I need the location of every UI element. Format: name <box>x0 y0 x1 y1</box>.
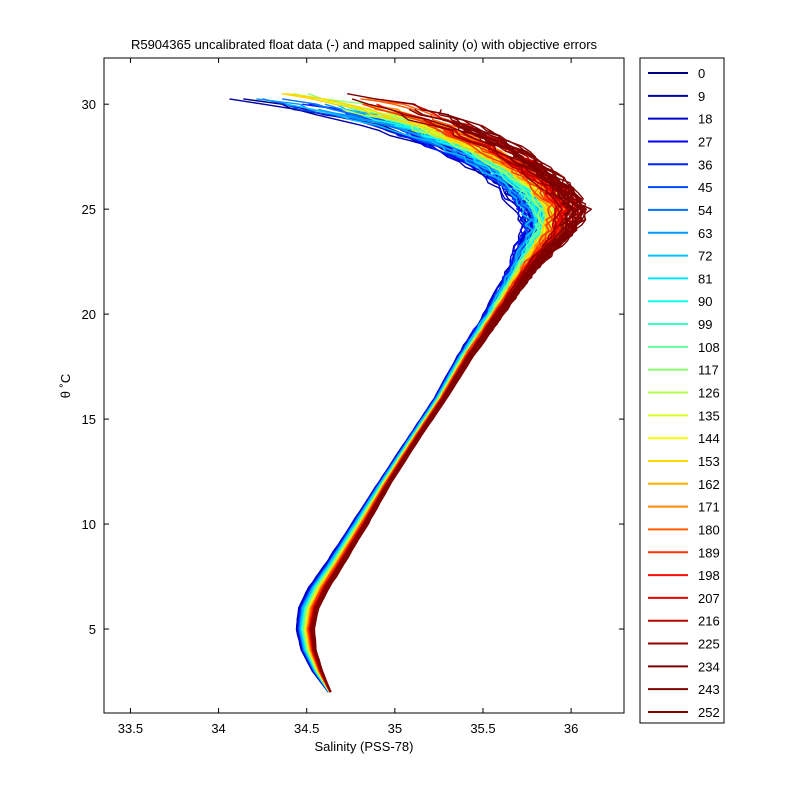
y-tick-label: 15 <box>82 412 96 427</box>
profile-line <box>297 140 526 693</box>
legend-label: 198 <box>698 568 720 583</box>
legend-label: 135 <box>698 408 720 423</box>
profile-line <box>296 119 538 693</box>
x-axis: 33.5 34 34.5 35 35.5 36 <box>118 58 578 736</box>
legend-label: 162 <box>698 477 720 492</box>
profile-line <box>229 98 524 693</box>
profile-line <box>296 145 537 693</box>
legend-label: 27 <box>698 134 712 149</box>
profile-line <box>296 124 537 693</box>
profile-line <box>243 98 527 693</box>
legend-label: 45 <box>698 180 712 195</box>
profile-line <box>313 109 587 693</box>
profile-line <box>256 98 536 693</box>
profile-line <box>298 140 542 693</box>
profile-line <box>296 129 535 693</box>
plot-frame <box>103 57 625 714</box>
profile-line <box>301 124 547 693</box>
profile-line <box>298 161 530 693</box>
profile-line <box>298 129 528 693</box>
profile-line <box>300 124 540 693</box>
legend-label: 243 <box>698 682 720 697</box>
y-axis: 5 10 15 20 25 30 <box>82 97 624 637</box>
profile-line <box>312 98 571 693</box>
y-axis-title: θ ˚C <box>58 374 73 399</box>
profile-line <box>299 130 546 693</box>
legend-label: 90 <box>698 294 712 309</box>
profile-line <box>300 124 551 693</box>
legend-label: 144 <box>698 431 720 446</box>
legend-label: 81 <box>698 271 712 286</box>
legend-label: 153 <box>698 454 720 469</box>
legend-label: 108 <box>698 340 720 355</box>
legend-label: 36 <box>698 157 712 172</box>
profile-line <box>297 145 536 693</box>
profile-line <box>298 103 541 693</box>
chart-title: R5904365 uncalibrated float data (-) and… <box>131 37 598 52</box>
profile-lines <box>229 93 592 693</box>
profile-line <box>300 119 546 693</box>
profile-line <box>299 114 539 693</box>
legend-label: 180 <box>698 522 720 537</box>
profile-line <box>296 161 532 693</box>
legend-label: 18 <box>698 112 712 127</box>
legend-label: 0 <box>698 66 705 81</box>
x-tick-label: 33.5 <box>118 721 143 736</box>
y-tick-label: 10 <box>82 517 96 532</box>
profile-line <box>297 124 536 693</box>
legend-label: 189 <box>698 545 720 560</box>
profile-line <box>296 135 528 693</box>
profile-line <box>301 124 544 693</box>
legend-label: 72 <box>698 249 712 264</box>
x-tick-label: 35.5 <box>470 721 495 736</box>
profile-line <box>298 135 543 693</box>
x-tick-label: 35 <box>388 721 402 736</box>
y-tick-label: 20 <box>82 307 96 322</box>
legend-label: 207 <box>698 591 720 606</box>
legend-label: 171 <box>698 500 720 515</box>
profile-line <box>285 103 532 693</box>
y-tick-label: 30 <box>82 97 96 112</box>
profile-line <box>299 114 534 693</box>
legend-label: 117 <box>698 363 719 378</box>
profile-line <box>286 103 534 693</box>
legend-label: 9 <box>698 89 705 104</box>
x-tick-label: 34 <box>211 721 225 736</box>
legend-label: 126 <box>698 386 720 401</box>
profile-line <box>305 161 554 693</box>
legend: 0 9 18 27 36 45 54 63 72 81 90 99 108 117 126 135 144 153… <box>639 57 725 724</box>
x-axis-title: Salinity (PSS-78) <box>315 739 414 754</box>
y-tick-label: 5 <box>89 622 96 637</box>
legend-label: 54 <box>698 203 712 218</box>
y-tick-label: 25 <box>82 202 96 217</box>
legend-label: 252 <box>698 705 720 720</box>
legend-label: 234 <box>698 659 720 674</box>
profile-line <box>301 114 544 693</box>
profile-line <box>299 108 537 693</box>
legend-label: 225 <box>698 637 720 652</box>
profile-line <box>301 124 544 693</box>
legend-box <box>639 57 725 724</box>
profile-line <box>303 108 544 693</box>
profile-line <box>302 129 542 693</box>
legend-label: 216 <box>698 614 720 629</box>
profile-line <box>296 124 539 693</box>
legend-label: 99 <box>698 317 712 332</box>
x-tick-label: 34.5 <box>294 721 319 736</box>
profile-line <box>301 140 539 693</box>
profile-line <box>300 129 543 693</box>
profile-line <box>295 145 534 693</box>
x-tick-label: 36 <box>564 721 578 736</box>
profile-line <box>310 114 563 693</box>
profile-line <box>298 108 543 693</box>
profile-line <box>296 119 529 693</box>
profile-line <box>307 161 554 693</box>
legend-label: 63 <box>698 226 712 241</box>
